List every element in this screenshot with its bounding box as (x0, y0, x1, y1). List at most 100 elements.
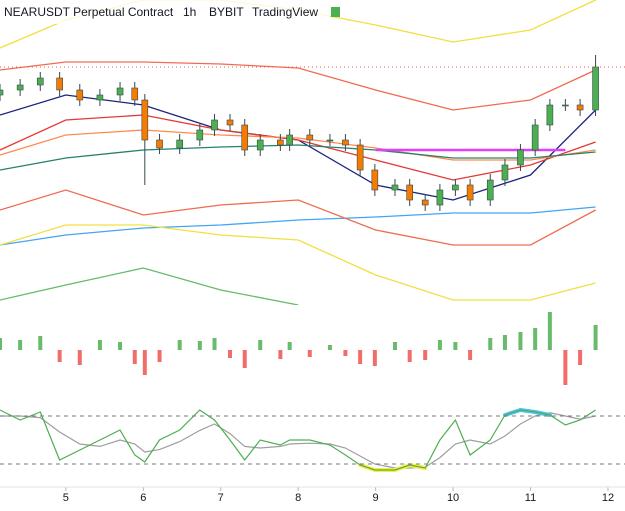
indicator-line (0, 61, 596, 111)
candle-body (452, 184, 459, 191)
candle-body (176, 139, 183, 149)
candle-body (486, 179, 494, 201)
volume-bar (488, 338, 493, 350)
candle-body (36, 77, 44, 86)
candle-body (241, 124, 249, 151)
candle-body (371, 169, 379, 191)
volume-bar (258, 340, 263, 350)
volume-bar (132, 350, 137, 364)
volume-bar (197, 341, 202, 350)
volume-bar (453, 342, 458, 350)
volume-bar (57, 350, 62, 362)
source: TradingView (252, 5, 318, 19)
candle-body (211, 119, 218, 131)
x-tick-label: 6 (140, 492, 146, 504)
candle-body (436, 189, 444, 206)
x-tick-label: 7 (218, 492, 224, 504)
volume-bar (392, 342, 397, 350)
candle-body (256, 139, 264, 151)
x-tick-label: 8 (295, 492, 301, 504)
volume-bar (177, 340, 182, 350)
candle-body (342, 139, 349, 146)
x-tick-label: 5 (63, 492, 69, 504)
volume-bar (242, 350, 247, 368)
candle-body (56, 77, 63, 91)
volume-bar (502, 335, 507, 350)
candle-body (0, 89, 4, 96)
volume-bar (212, 338, 217, 350)
candle-body (326, 139, 334, 142)
indicator-line (0, 144, 596, 171)
legend-bg (0, 0, 330, 24)
indicator-line (0, 206, 596, 246)
candle-body (391, 184, 399, 191)
volume-bar (278, 350, 283, 359)
exchange: BYBIT (209, 5, 244, 19)
candle-body (421, 199, 429, 206)
candle-body (576, 104, 584, 111)
volume-bar (18, 340, 23, 350)
x-tick-label: 9 (373, 492, 379, 504)
candle-body (196, 129, 204, 141)
volume-bar (407, 350, 412, 362)
oscillator-line (0, 412, 596, 469)
volume-bar (578, 350, 583, 365)
volume-bar (533, 328, 538, 350)
volume-bar (437, 340, 442, 350)
candle-body (562, 104, 569, 107)
flag-icon (331, 7, 340, 17)
volume-bar (118, 342, 123, 350)
volume-bar (372, 350, 377, 366)
candle-body (546, 104, 554, 126)
volume-bar (423, 350, 428, 360)
candle-body (76, 89, 84, 101)
volume-bar (142, 350, 147, 375)
candle-body (116, 87, 124, 96)
indicator-line (0, 267, 299, 305)
price-pane (0, 0, 625, 305)
x-tick-label: 11 (525, 492, 536, 504)
oscillator-line (0, 409, 596, 471)
volume-bar (287, 342, 292, 350)
volume-bar (343, 350, 348, 356)
candle-body (226, 119, 234, 126)
candle-body (141, 99, 149, 141)
volume-bar (0, 338, 2, 350)
interval: 1h (183, 5, 196, 19)
volume-bar (518, 332, 523, 350)
indicator-line (0, 94, 597, 201)
candle-body (592, 66, 599, 111)
indicator-line (0, 189, 596, 246)
candle-body (356, 144, 364, 171)
volume-bar (547, 312, 552, 350)
symbol-title: NEARUSDT Perpetual Contract (4, 5, 174, 19)
candle-body (277, 139, 284, 146)
candle-body (16, 84, 24, 91)
volume-bar (468, 350, 473, 360)
candle-body (131, 87, 139, 101)
candle-body (96, 94, 104, 101)
candle-body (501, 164, 509, 181)
volume-bar (77, 350, 82, 365)
volume-bar (593, 325, 598, 350)
candle-body (517, 149, 524, 166)
volume-bar (307, 350, 312, 357)
volume-bar (228, 350, 233, 358)
volume-bar (157, 350, 162, 362)
volume-bar (563, 350, 568, 385)
candle-body (406, 184, 413, 201)
candle-body (156, 139, 163, 149)
volume-bar (327, 345, 332, 350)
volume-bar (358, 350, 363, 364)
x-tick-label: 10 (447, 492, 459, 504)
indicator-line (0, 224, 596, 301)
candle-body (466, 184, 474, 201)
volume-bar (38, 336, 43, 350)
volume-bar (97, 340, 102, 350)
candle-body (531, 124, 539, 151)
candle-body (286, 134, 293, 146)
x-tick-label: 12 (602, 492, 614, 504)
candle-body (306, 134, 314, 141)
